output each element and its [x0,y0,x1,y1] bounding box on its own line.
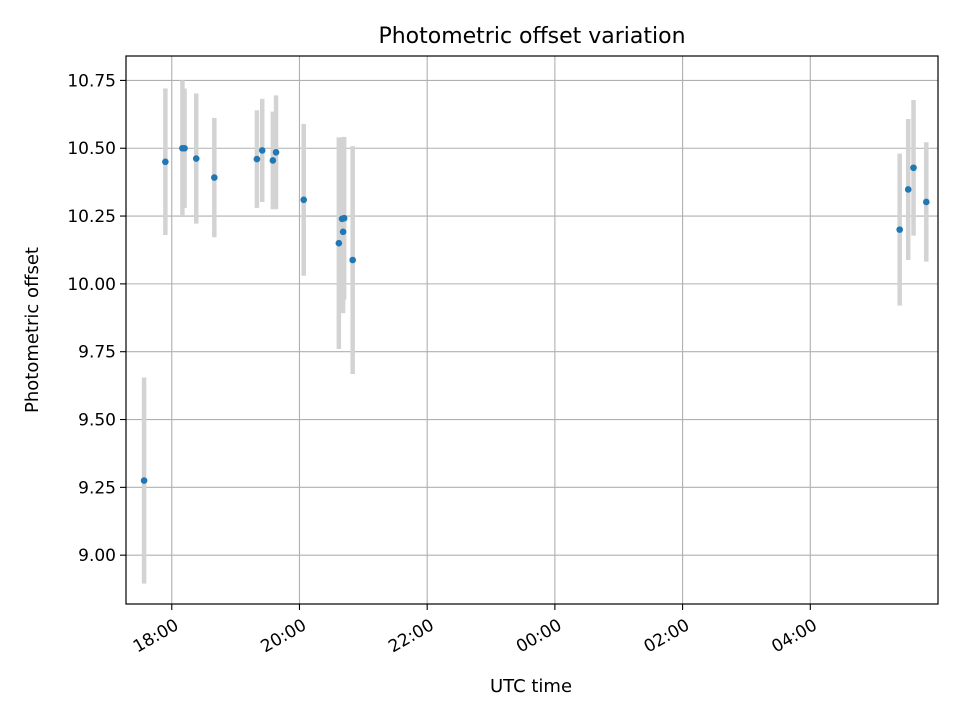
data-point [904,186,912,193]
data-point [192,155,200,162]
data-point [340,214,348,222]
y-axis-label: Photometric offset [22,247,43,413]
y-tick-label: 9.75 [78,343,116,363]
data-point [181,144,188,152]
data-points [140,144,930,484]
y-tick-label: 10.25 [67,207,116,227]
y-tick-label: 9.50 [78,411,116,431]
y-tick-label: 9.25 [78,478,116,498]
plot-frame [125,55,939,605]
data-point [162,158,169,166]
data-point [211,174,218,181]
y-axis-ticks: 9.00 9.25 9.50 9.75 10.00 10.25 10.50 10.75 [67,71,126,566]
x-axis-label: UTC time [490,676,572,697]
data-point [140,477,148,484]
y-tick-label: 9.00 [78,546,116,566]
data-point [922,198,930,206]
data-point [272,149,280,156]
data-point [258,147,266,154]
data-point [269,157,277,164]
chart-title: Photometric offset variation [378,24,685,49]
data-point [910,164,917,172]
grid-lines [126,56,938,604]
y-tick-label: 10.50 [67,139,116,159]
data-point [300,196,308,204]
data-point [339,228,347,236]
data-point [335,239,343,247]
y-tick-label: 10.00 [67,275,116,295]
data-point [253,155,261,163]
data-point [896,226,903,233]
data-point [349,256,356,264]
y-tick-label: 10.75 [67,71,116,91]
